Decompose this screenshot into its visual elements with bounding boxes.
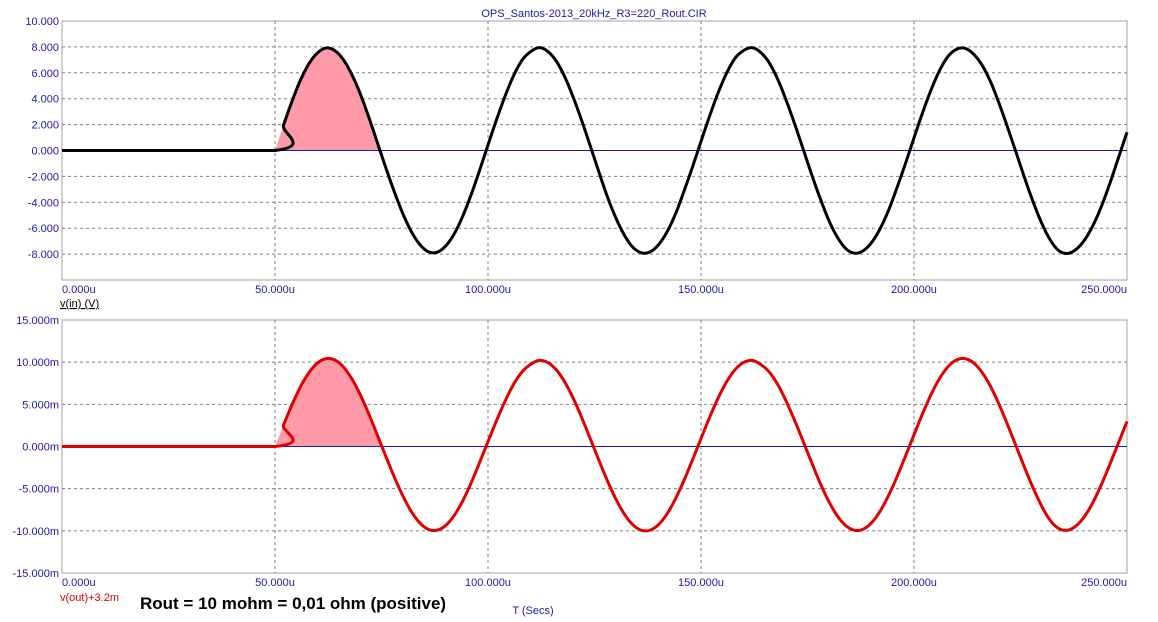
x-tick-label: 100.000u [465,284,511,296]
y-tick-label: 0.000 [31,146,59,158]
y-tick-label: 10.000m [16,357,59,369]
y-tick-label: 8.000 [31,42,59,54]
x-tick-label: 200.000u [891,284,937,296]
y-tick-label: 10.000 [25,16,59,28]
y-tick-label: -4.000 [28,197,59,209]
y-tick-label: -10.000m [13,526,59,538]
series-line-vout [62,356,1129,533]
x-tick-label: 0.000u [62,577,96,589]
x-tick-label: 150.000u [678,284,724,296]
shaded-area [275,47,382,151]
bottom-plot-vout: 15.000m 10.000m 5.000m 0.000m -5.000m -10.000… [13,315,1129,589]
y-tick-label: 4.000 [31,94,59,106]
y-tick-label: 6.000 [31,68,59,80]
y-tick-label: -6.000 [28,223,59,235]
y-tick-label: -5.000m [19,484,59,496]
y-tick-label: 15.000m [16,315,59,327]
y-tick-label: 5.000m [22,399,59,411]
y-tick-label: 2.000 [31,120,59,132]
y-tick-label: -2.000 [28,171,59,183]
series-line-vin [62,46,1129,255]
chart-title: OPS_Santos-2013_20kHz_R3=220_Rout.CIR [481,8,706,20]
y-tick-label: -8.000 [28,249,59,261]
shaded-area [275,358,382,447]
y-tick-label: 0.000m [22,442,59,454]
top-plot-vin: 10.000 8.000 6.000 4.000 2.000 0.000 -2.000 -4.… [25,16,1129,296]
annotation-text: Rout = 10 mohm = 0,01 ohm (positive) [140,594,446,613]
x-tick-label: 150.000u [678,577,724,589]
trace-label-vin: v(in) (V) [60,298,99,310]
x-tick-label: 50.000u [255,577,295,589]
x-tick-label: 250.000u [1081,284,1127,296]
x-tick-label: 50.000u [255,284,295,296]
x-tick-label: 250.000u [1081,577,1127,589]
trace-label-vout: v(out)+3.2m [60,592,119,604]
x-axis-label: T (Secs) [512,605,553,617]
x-tick-label: 0.000u [62,284,96,296]
x-tick-label: 100.000u [465,577,511,589]
x-tick-label: 200.000u [891,577,937,589]
y-tick-label: -15.000m [13,568,59,580]
